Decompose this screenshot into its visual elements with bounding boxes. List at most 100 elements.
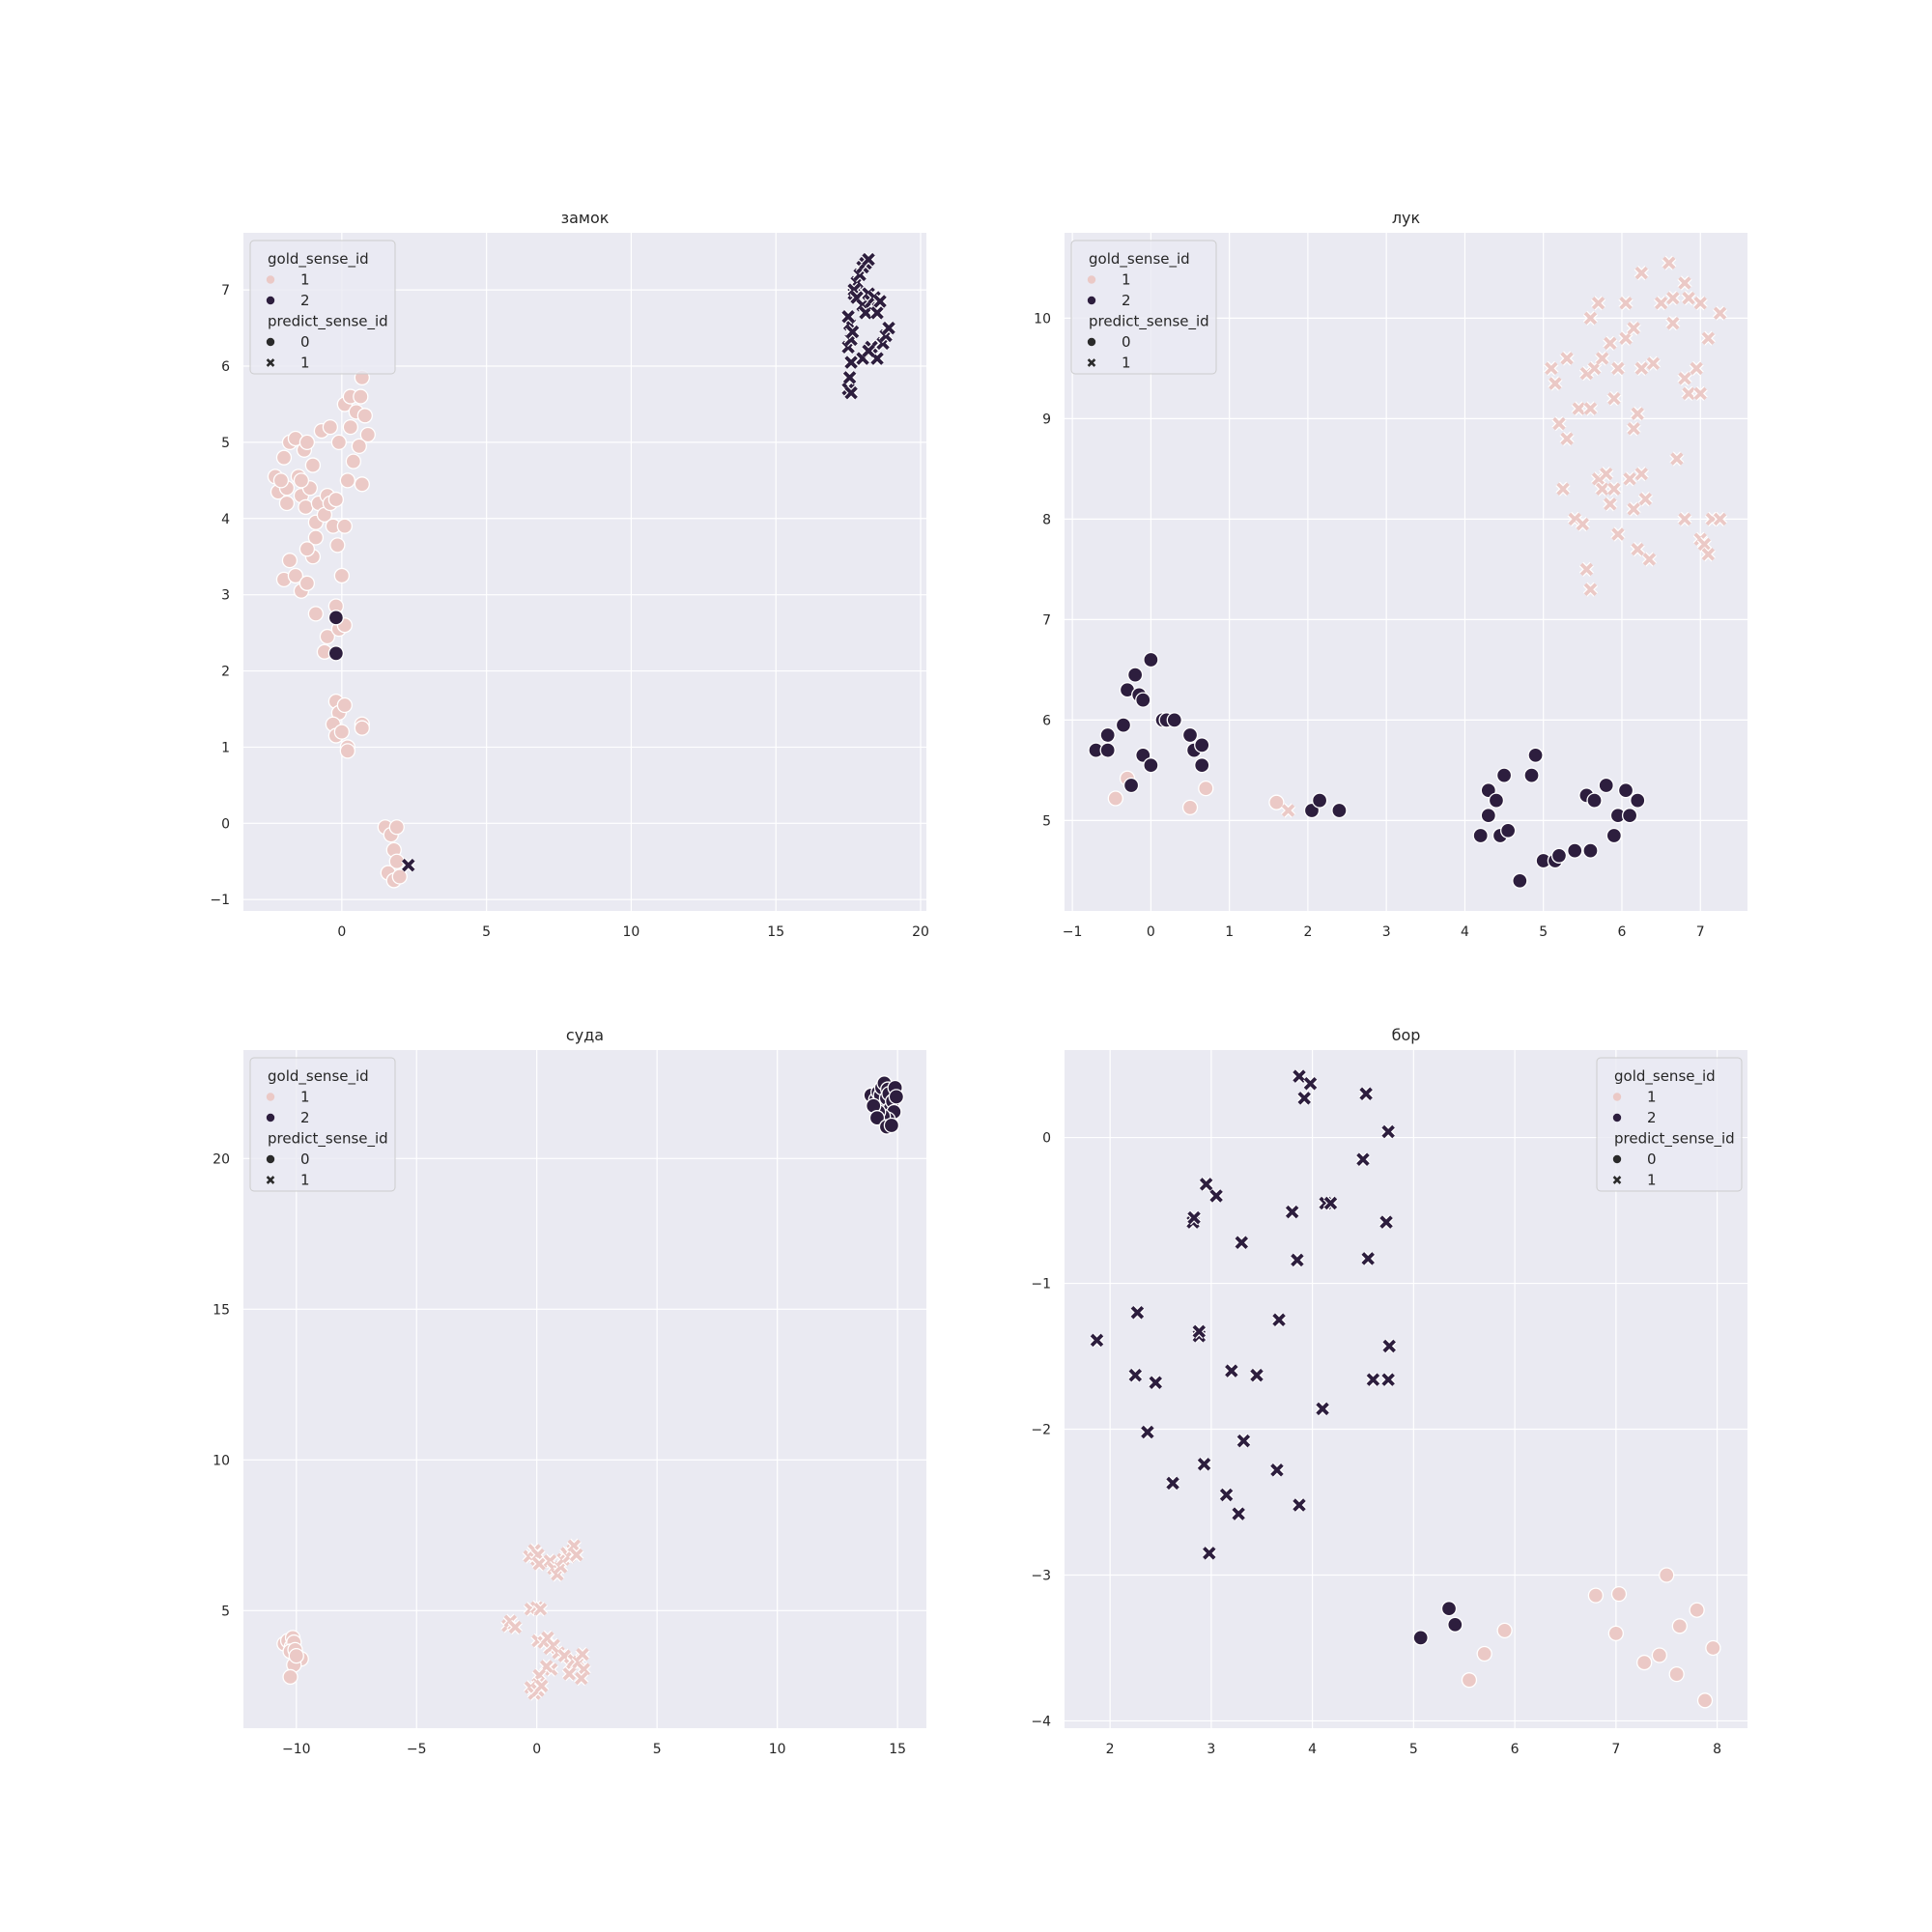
data-point bbox=[1605, 827, 1623, 844]
y-tick-label: −3 bbox=[1031, 1568, 1051, 1583]
data-point bbox=[1218, 1487, 1235, 1503]
data-point bbox=[293, 472, 310, 489]
data-point bbox=[327, 645, 345, 662]
data-point bbox=[1665, 291, 1681, 306]
legend-box bbox=[1596, 1057, 1743, 1192]
data-point bbox=[1249, 1368, 1264, 1383]
data-point bbox=[1578, 561, 1595, 577]
data-point bbox=[1610, 360, 1626, 376]
data-point bbox=[1544, 360, 1559, 376]
legend-label: 0 bbox=[300, 1151, 310, 1168]
legend-label: 2 bbox=[1122, 292, 1131, 309]
subplot-title: лук bbox=[1392, 209, 1421, 227]
data-point bbox=[1689, 1602, 1705, 1618]
data-point bbox=[1621, 808, 1638, 824]
data-point bbox=[881, 321, 896, 336]
x-tick-label: 2 bbox=[1106, 1742, 1115, 1757]
data-point bbox=[1571, 401, 1586, 416]
legend-label: 1 bbox=[300, 1172, 310, 1189]
data-point bbox=[298, 498, 314, 516]
data-point bbox=[1669, 451, 1685, 467]
legend-title: gold_sense_id bbox=[1089, 250, 1190, 269]
data-point bbox=[1447, 1616, 1463, 1633]
legend-label: 2 bbox=[1647, 1109, 1657, 1126]
data-point bbox=[354, 720, 370, 736]
data-point bbox=[1296, 1091, 1312, 1106]
data-point bbox=[1107, 790, 1123, 807]
data-point bbox=[336, 518, 354, 534]
data-point bbox=[1634, 467, 1649, 482]
data-point bbox=[852, 267, 867, 282]
data-point bbox=[1165, 1475, 1180, 1491]
data-point bbox=[1281, 803, 1296, 818]
data-point bbox=[1618, 330, 1634, 346]
data-point bbox=[1271, 1312, 1287, 1327]
data-point bbox=[1630, 792, 1646, 809]
y-tick-label: 5 bbox=[1042, 813, 1051, 829]
data-point bbox=[1603, 335, 1618, 351]
data-point bbox=[351, 438, 367, 455]
data-point bbox=[1634, 360, 1649, 376]
data-point bbox=[1677, 511, 1692, 526]
x-tick-label: 20 bbox=[912, 924, 929, 940]
data-point bbox=[1202, 1546, 1217, 1561]
y-tick-label: 8 bbox=[1042, 512, 1051, 527]
data-point bbox=[1488, 792, 1505, 809]
data-point bbox=[561, 1666, 577, 1682]
x-tick-label: 0 bbox=[337, 924, 346, 940]
x-tick-label: 15 bbox=[889, 1742, 906, 1757]
legend-title: predict_sense_id bbox=[1614, 1130, 1735, 1149]
data-point bbox=[1378, 1214, 1394, 1230]
legend-box bbox=[249, 240, 396, 375]
legend-marker bbox=[1612, 1113, 1622, 1122]
data-point bbox=[1607, 1625, 1624, 1642]
legend-marker bbox=[266, 1093, 275, 1101]
data-point bbox=[1311, 792, 1328, 809]
legend-label: 0 bbox=[300, 333, 310, 351]
legend-title: predict_sense_id bbox=[1089, 313, 1209, 331]
x-tick-label: 0 bbox=[1147, 924, 1155, 940]
data-point bbox=[843, 385, 859, 401]
data-point bbox=[298, 434, 316, 451]
data-point bbox=[1496, 1622, 1513, 1639]
data-point bbox=[1659, 1567, 1675, 1583]
data-point bbox=[1610, 1585, 1628, 1603]
data-point bbox=[1696, 1692, 1714, 1709]
y-tick-label: 9 bbox=[1042, 412, 1051, 427]
data-point bbox=[345, 453, 361, 469]
data-point bbox=[575, 1646, 590, 1662]
data-point bbox=[1166, 712, 1182, 728]
data-point bbox=[1654, 296, 1669, 311]
data-point bbox=[1551, 416, 1567, 432]
y-tick-label: −4 bbox=[1031, 1714, 1051, 1729]
data-point bbox=[840, 309, 856, 325]
data-point bbox=[1360, 1251, 1376, 1266]
data-point bbox=[576, 1662, 591, 1677]
legend-label: 2 bbox=[300, 1109, 310, 1126]
legend-box bbox=[249, 1057, 396, 1192]
x-tick-label: 5 bbox=[1539, 924, 1548, 940]
data-point bbox=[1191, 1323, 1207, 1339]
x-tick-label: 6 bbox=[1618, 924, 1627, 940]
data-point bbox=[1365, 1372, 1381, 1387]
data-point bbox=[858, 305, 873, 321]
data-point bbox=[1606, 391, 1622, 407]
data-point bbox=[1637, 492, 1653, 507]
legend: gold_sense_id 1 2 predict_sense_id 0 1 bbox=[1596, 1057, 1743, 1192]
data-point bbox=[1140, 1424, 1155, 1440]
y-tick-label: 2 bbox=[221, 665, 230, 680]
y-tick-label: −2 bbox=[1031, 1423, 1051, 1438]
y-tick-label: 20 bbox=[213, 1151, 230, 1167]
data-point bbox=[1358, 1086, 1374, 1101]
data-point bbox=[1665, 316, 1681, 331]
data-point bbox=[275, 449, 293, 466]
data-point bbox=[1587, 1587, 1605, 1604]
legend-marker bbox=[266, 1176, 275, 1184]
data-point bbox=[339, 472, 355, 489]
data-point bbox=[1126, 667, 1144, 683]
data-point bbox=[1527, 747, 1544, 763]
data-point bbox=[1380, 1123, 1396, 1140]
data-point bbox=[1181, 799, 1199, 816]
data-point bbox=[1512, 872, 1528, 889]
data-point bbox=[1208, 1188, 1224, 1204]
